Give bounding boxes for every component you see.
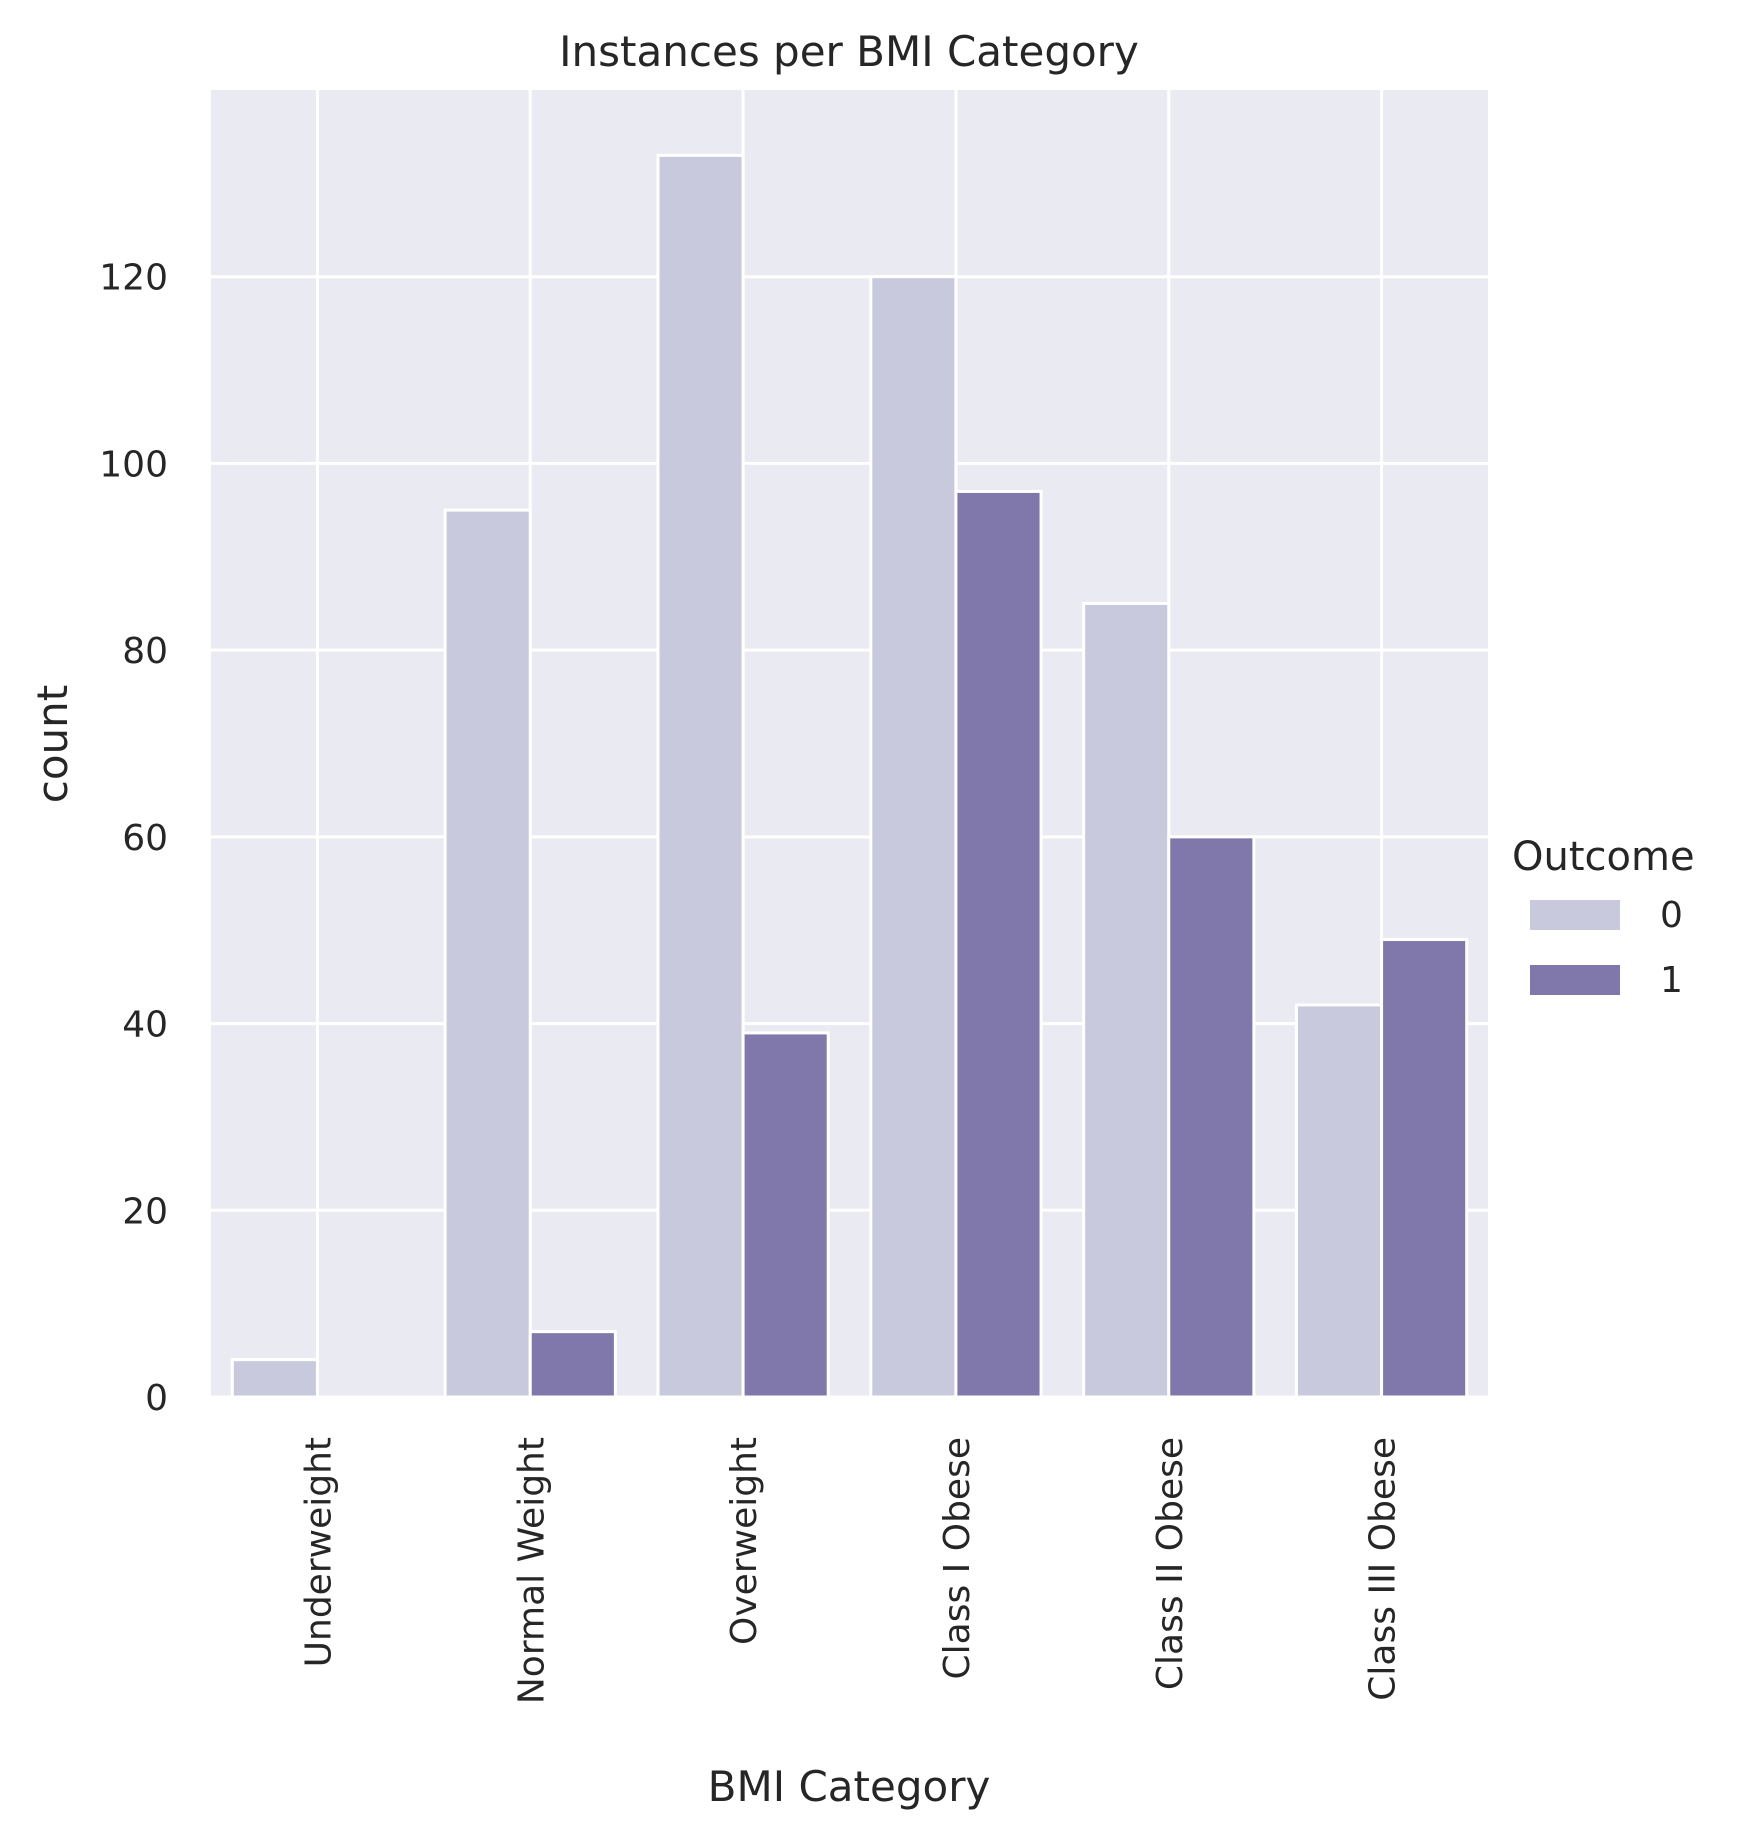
bar-class-i-obese-outcome-1 <box>954 489 1043 1399</box>
y-tick-label: 100 <box>99 444 168 485</box>
bar-underweight-outcome-0 <box>230 1358 319 1399</box>
bars <box>230 153 1469 1399</box>
x-tick-label: Underweight <box>298 1437 339 1667</box>
x-tick-label: Class II Obese <box>1150 1437 1191 1690</box>
legend-title: Outcome <box>1512 834 1695 880</box>
y-tick-label: 20 <box>122 1191 168 1232</box>
y-axis-label: count <box>28 685 77 804</box>
bar-class-ii-obese-outcome-0 <box>1082 601 1171 1399</box>
legend-label-1: 1 <box>1660 960 1683 1001</box>
bar-normal-weight-outcome-1 <box>528 1330 617 1399</box>
y-tick-label: 60 <box>122 818 168 859</box>
bar-class-iii-obese-outcome-1 <box>1380 938 1469 1399</box>
bar-class-ii-obese-outcome-1 <box>1167 835 1256 1399</box>
y-tick-label: 0 <box>145 1378 168 1419</box>
bar-overweight-outcome-0 <box>656 153 745 1399</box>
y-tick-label: 120 <box>99 258 168 299</box>
bar-normal-weight-outcome-0 <box>443 508 532 1399</box>
legend-label-0: 0 <box>1660 895 1683 936</box>
x-tick-label: Class III Obese <box>1363 1437 1404 1701</box>
legend: Outcome 0 1 <box>1512 834 1695 1001</box>
x-tick-label: Normal Weight <box>511 1437 552 1704</box>
legend-swatch-1 <box>1530 965 1620 995</box>
bar-class-iii-obese-outcome-0 <box>1294 1003 1384 1399</box>
plot-background <box>211 90 1488 1397</box>
x-tick-label: Overweight <box>724 1437 765 1645</box>
x-axis-label: BMI Category <box>708 1762 991 1811</box>
y-tick-label: 40 <box>122 1005 168 1046</box>
chart-title: Instances per BMI Category <box>559 27 1139 76</box>
y-tick-label: 80 <box>122 631 168 672</box>
y-tick-labels: 0 20 40 60 80 100 120 <box>99 258 168 1419</box>
bar-overweight-outcome-1 <box>741 1031 830 1399</box>
x-tick-labels: Underweight Normal Weight Overweight Class … <box>298 1437 1403 1704</box>
bar-class-i-obese-outcome-0 <box>869 275 958 1399</box>
legend-swatch-0 <box>1530 900 1620 930</box>
x-tick-label: Class I Obese <box>937 1437 978 1679</box>
